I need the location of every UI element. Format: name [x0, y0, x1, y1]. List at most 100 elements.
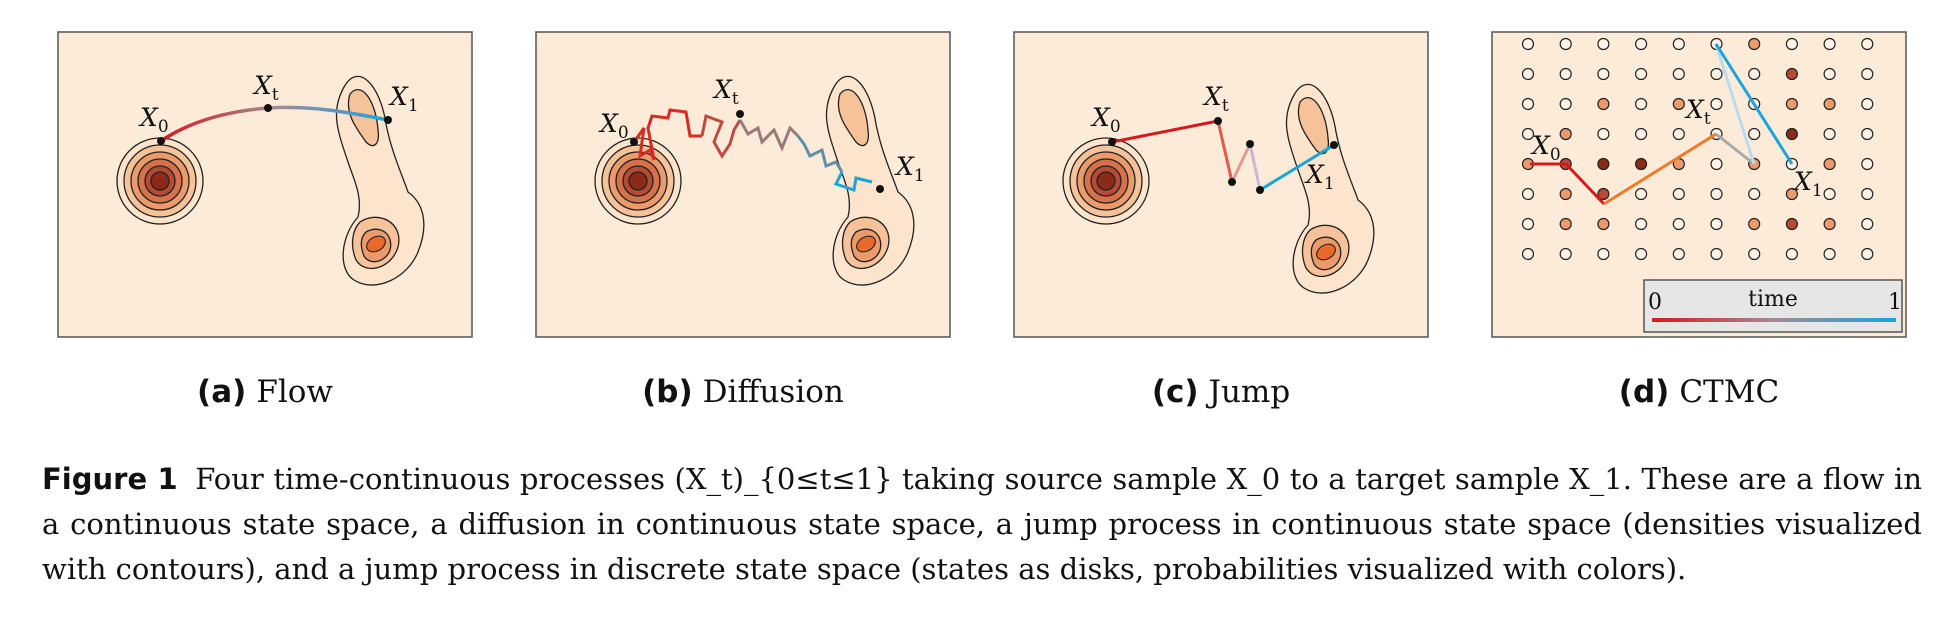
state-disk: [1597, 187, 1610, 201]
state-disk: [1861, 187, 1874, 201]
label-x1: X1: [1792, 167, 1823, 201]
state-disk: [1521, 217, 1535, 231]
state-disk: [1861, 67, 1874, 81]
state-disk: [1672, 217, 1685, 231]
state-disk: [1672, 187, 1685, 201]
state-disk: [1521, 67, 1535, 81]
sublabel-diffusion: (b) Diffusion: [642, 374, 844, 410]
state-disk: [1635, 247, 1648, 261]
label-x1: X1: [894, 152, 925, 186]
panel-ctmc: X0 Xt X1 0 time 1: [1491, 31, 1907, 338]
state-disk: [1710, 187, 1723, 201]
state-disk: [1559, 37, 1572, 51]
state-disk: [1597, 247, 1610, 261]
state-disk: [1635, 67, 1648, 81]
state-disk: [1672, 127, 1685, 141]
state-disk: [1559, 187, 1572, 201]
jump-plot: X0 Xt X1: [1013, 31, 1429, 338]
state-disk: [1861, 97, 1874, 111]
legend-title: time: [1748, 287, 1798, 312]
state-disk: [1861, 217, 1874, 231]
state-disk: [1559, 247, 1572, 261]
label-x0: X0: [1530, 131, 1561, 165]
state-disk: [1635, 127, 1648, 141]
state-disk: [1748, 37, 1761, 51]
state-disk: [1710, 157, 1723, 171]
state-disk: [1635, 157, 1648, 171]
flow-plot: X0 Xt X1: [57, 31, 473, 338]
state-disk: [1521, 127, 1535, 141]
target-density: [335, 75, 425, 286]
state-disk: [1672, 247, 1685, 261]
label-x0: X0: [598, 109, 629, 143]
label-x1: X1: [1304, 160, 1335, 194]
state-disk: [1710, 97, 1723, 111]
state-disk: [1635, 217, 1648, 231]
state-disk: [1861, 157, 1874, 171]
source-density: [116, 137, 204, 225]
state-disk: [1861, 127, 1874, 141]
state-disk: [1823, 97, 1836, 111]
state-disk: [1823, 217, 1836, 231]
state-disk: [1635, 187, 1648, 201]
state-disk: [1521, 187, 1535, 201]
state-disk: [1597, 157, 1610, 171]
state-disk: [1823, 37, 1836, 51]
ctmc-trajectory: [1530, 43, 1794, 206]
label-x1: X1: [388, 82, 419, 116]
diffusion-trajectory: [632, 108, 873, 192]
state-disk: [1823, 247, 1836, 261]
sublabel-jump: (c) Jump: [1151, 374, 1291, 410]
state-disk: [1861, 247, 1874, 261]
state-disk: [1672, 67, 1685, 81]
state-disk: [1823, 187, 1836, 201]
state-disk: [1521, 37, 1535, 51]
state-grid: [1521, 37, 1874, 261]
diffusion-plot: X0 Xt X1: [535, 31, 951, 338]
state-disk: [1823, 67, 1836, 81]
state-disk: [1861, 37, 1874, 51]
state-disk: [1785, 37, 1798, 51]
state-disk: [1823, 157, 1836, 171]
time-legend: 0 time 1: [1643, 279, 1903, 333]
sublabel-flow: (a) Flow: [197, 374, 333, 410]
state-disk: [1597, 217, 1610, 231]
source-density: [1062, 137, 1150, 225]
sublabel-ctmc: (d) CTMC: [1618, 374, 1780, 410]
figure-caption: Figure 1 Four time-continuous processes …: [42, 457, 1922, 592]
caption-label: Figure 1: [42, 462, 178, 496]
state-disk: [1785, 67, 1798, 81]
state-disk: [1597, 67, 1610, 81]
ctmc-plot: X0 Xt X1 0 time 1: [1491, 31, 1907, 338]
state-disk: [1559, 97, 1572, 111]
state-disk: [1785, 217, 1798, 231]
state-disk: [1785, 127, 1798, 141]
legend-start: 0: [1648, 290, 1662, 315]
state-disk: [1672, 37, 1685, 51]
jump-trajectory: [1111, 119, 1335, 192]
state-disk: [1597, 127, 1610, 141]
state-disk: [1635, 37, 1648, 51]
state-disk: [1635, 97, 1648, 111]
state-disk: [1823, 127, 1836, 141]
state-disk: [1521, 97, 1535, 111]
label-xt: Xt: [712, 75, 739, 109]
label-xt: Xt: [252, 71, 279, 105]
target-density: [1285, 83, 1375, 294]
state-disk: [1559, 217, 1572, 231]
label-x0: X0: [1090, 103, 1121, 137]
state-disk: [1710, 247, 1723, 261]
source-density: [594, 137, 682, 225]
label-xt: Xt: [1684, 95, 1711, 129]
state-disk: [1521, 247, 1535, 261]
panel-diffusion: X0 Xt X1: [535, 31, 951, 338]
state-disk: [1748, 217, 1761, 231]
state-disk: [1748, 127, 1761, 141]
state-disk: [1559, 67, 1572, 81]
state-disk: [1785, 187, 1798, 201]
state-disk: [1672, 97, 1685, 111]
state-disk: [1785, 97, 1798, 111]
state-disk: [1748, 67, 1761, 81]
state-disk: [1748, 187, 1761, 201]
label-xt: Xt: [1202, 82, 1229, 116]
